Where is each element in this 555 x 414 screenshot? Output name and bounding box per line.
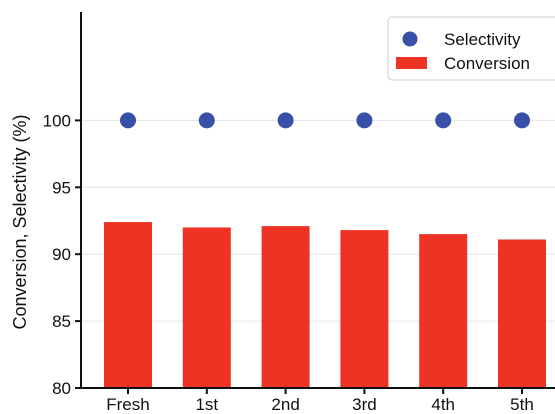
conversion-bar <box>419 234 468 388</box>
legend: Selectivity Conversion <box>387 16 555 81</box>
selectivity-point <box>514 112 530 129</box>
x-tick-label: Fresh <box>106 395 149 414</box>
y-tick-label: 90 <box>52 245 71 264</box>
selectivity-point <box>198 112 215 129</box>
conversion-bar <box>498 239 546 388</box>
conversion-bar <box>182 227 231 388</box>
legend-conversion-label: Conversion <box>444 54 530 73</box>
conversion-bar <box>261 226 310 388</box>
conversion-bars <box>104 222 546 388</box>
axes <box>80 12 555 389</box>
legend-selectivity-label: Selectivity <box>444 30 521 49</box>
y-axis-title: Conversion, Selectivity (%) <box>10 114 30 329</box>
x-tick-label: 1st <box>195 395 218 414</box>
y-tick-label: 95 <box>52 178 71 197</box>
conversion-bar <box>104 222 152 388</box>
gridlines <box>81 119 555 322</box>
x-tick-label: 4th <box>431 395 455 414</box>
y-tick-label: 85 <box>52 312 71 331</box>
legend-box <box>387 16 555 81</box>
x-tick-label: 3rd <box>352 395 377 414</box>
selectivity-point <box>356 112 373 129</box>
selectivity-points <box>120 112 530 129</box>
legend-conversion-swatch <box>396 57 427 69</box>
y-ticks: 80 85 90 95 100 <box>43 111 81 398</box>
selectivity-point <box>277 112 294 129</box>
legend-selectivity-marker <box>402 31 418 47</box>
conversion-bar <box>340 230 389 388</box>
x-tick-label: 2nd <box>271 395 299 414</box>
x-ticks: Fresh 1st 2nd 3rd 4th 5th <box>106 388 534 414</box>
selectivity-point <box>120 112 136 129</box>
y-tick-label: 100 <box>43 111 71 130</box>
y-tick-label: 80 <box>52 379 71 398</box>
selectivity-point <box>435 112 452 129</box>
x-tick-label: 5th <box>510 395 534 414</box>
